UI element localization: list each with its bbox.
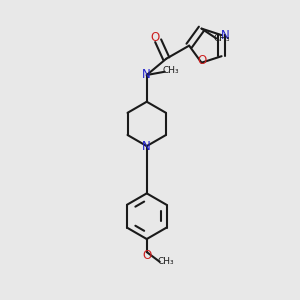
Text: CH₃: CH₃ — [163, 66, 179, 75]
Text: O: O — [142, 250, 152, 262]
Text: CH₃: CH₃ — [214, 34, 230, 43]
Text: O: O — [150, 31, 160, 44]
Text: N: N — [142, 68, 151, 82]
Text: CH₃: CH₃ — [157, 257, 174, 266]
Text: O: O — [197, 54, 206, 67]
Text: N: N — [221, 28, 230, 42]
Text: N: N — [142, 140, 151, 153]
